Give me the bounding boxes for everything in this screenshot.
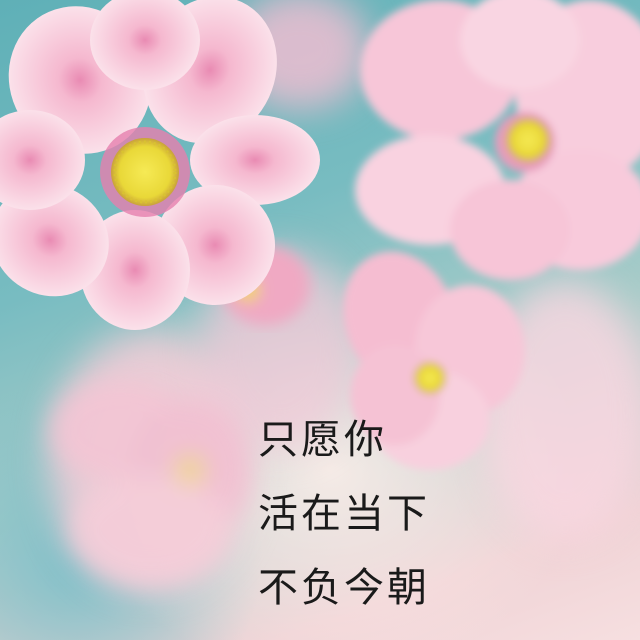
flower-main-top-left [0, 0, 320, 330]
blurred-flower-right-middle [343, 251, 525, 470]
flower-top-right [355, 0, 640, 280]
caption-line-2: 活在当下 [258, 491, 430, 537]
poem-caption: 只愿你 活在当下 不负今朝 [258, 420, 478, 640]
caption-line-1: 只愿你 [258, 417, 387, 463]
blurred-flower-lower-left [50, 380, 250, 585]
caption-line-3: 不负今朝 [258, 565, 430, 611]
